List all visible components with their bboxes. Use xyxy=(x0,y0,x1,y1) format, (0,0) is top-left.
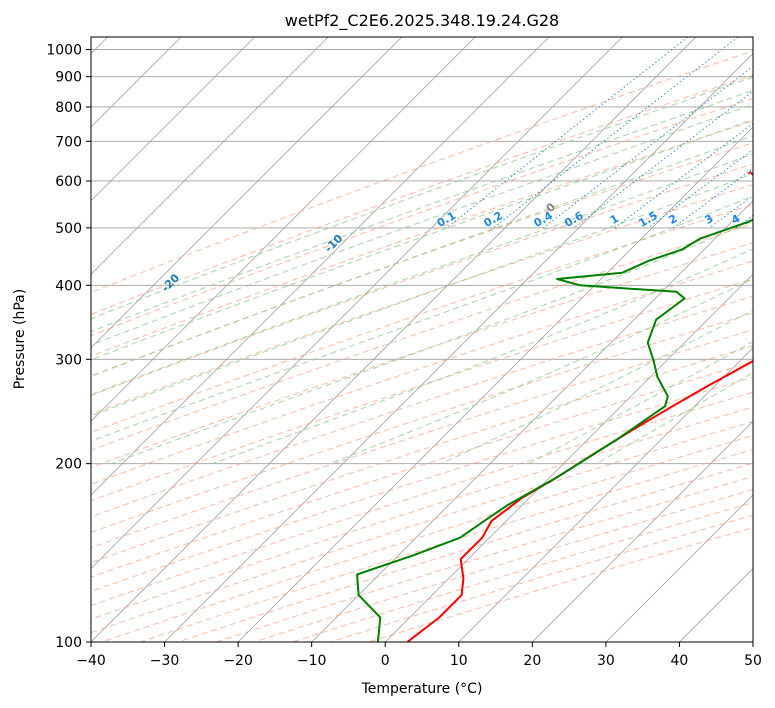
dry-adiabat-line xyxy=(91,163,753,396)
dry-adiabat-line xyxy=(91,97,753,337)
moist-adiabat-line xyxy=(91,118,753,361)
moist-adiabat-line xyxy=(91,103,753,346)
isotherm-line xyxy=(91,37,550,496)
mixing-ratio-line xyxy=(672,167,753,229)
dry-adiabat-line xyxy=(91,361,753,578)
series-lines xyxy=(356,218,753,642)
y-tick-label: 200 xyxy=(55,457,82,473)
plot-frame xyxy=(90,36,754,643)
y-tick-label: 900 xyxy=(55,70,82,86)
dry-adiabat-line xyxy=(91,329,753,549)
dry-adiabat-line xyxy=(91,223,753,451)
y-tick-label: 400 xyxy=(55,278,82,294)
x-tick-label: −10 xyxy=(297,653,327,669)
mixing-ratio-line xyxy=(573,90,753,229)
isotherm-line xyxy=(458,347,753,642)
isotherm-line xyxy=(384,273,753,642)
isotherm-line xyxy=(532,420,753,642)
isotherm-line xyxy=(91,37,403,349)
y-tick-label: 700 xyxy=(55,134,82,150)
moist-adiabat-line xyxy=(91,153,753,396)
dry-adiabat-line xyxy=(91,242,753,469)
x-tick-label: 10 xyxy=(450,653,468,669)
isotherm-line xyxy=(91,37,697,642)
dry-adiabat-line xyxy=(91,278,753,502)
temperature-profile-line xyxy=(406,359,753,642)
isotherm-line xyxy=(91,37,623,569)
x-tick-label: 50 xyxy=(744,653,762,669)
x-axis-label: Temperature (°C) xyxy=(361,681,483,697)
x-tick-label: −40 xyxy=(76,653,106,669)
moist-adiabat-line xyxy=(91,76,753,320)
isotherm-line xyxy=(164,53,753,642)
x-tick-label: −20 xyxy=(223,653,253,669)
dry-adiabat-line xyxy=(91,312,753,533)
isotherm-line xyxy=(311,200,753,642)
dry-adiabat-line xyxy=(91,120,753,357)
x-tick-label: 30 xyxy=(597,653,615,669)
dewpoint-profile-line xyxy=(356,218,753,642)
y-tick-label: 600 xyxy=(55,174,82,190)
moist-adiabat-line xyxy=(111,220,753,465)
y-axis-ticks: 1000 900 800 700 600 500 400 300 200 100 xyxy=(46,43,91,651)
isotherm-line xyxy=(91,37,255,202)
dry-adiabat-line xyxy=(91,183,753,415)
y-tick-label: 800 xyxy=(55,100,82,116)
dry-adiabat-line xyxy=(91,50,753,294)
mixing-ratio-line xyxy=(493,37,739,229)
chart-title: wetPf2_C2E6.2025.348.19.24.G28 xyxy=(285,11,559,31)
y-axis-label: Pressure (hPa) xyxy=(12,289,28,389)
moist-adiabat-label: 10 xyxy=(745,162,765,182)
moist-adiabat-line xyxy=(91,195,753,442)
x-axis-ticks: −40 −30 −20 −10 0 10 20 30 40 50 xyxy=(76,642,762,669)
isotherm-line xyxy=(91,37,476,422)
y-tick-label: 100 xyxy=(55,635,82,651)
moist-adiabat-line xyxy=(91,135,753,377)
mixing-ratio-line xyxy=(543,65,753,229)
isotherm-line xyxy=(91,37,329,275)
x-tick-label: 40 xyxy=(671,653,689,669)
background-lines xyxy=(91,37,753,642)
y-tick-label: 1000 xyxy=(46,43,82,59)
x-tick-label: −30 xyxy=(150,653,180,669)
dry-adiabat-line xyxy=(91,376,753,592)
dry-adiabat-line xyxy=(91,74,753,315)
y-tick-label: 500 xyxy=(55,221,82,237)
x-tick-label: 0 xyxy=(381,653,390,669)
x-tick-label: 20 xyxy=(523,653,541,669)
dry-adiabat-line xyxy=(91,142,753,377)
y-tick-label: 300 xyxy=(55,352,82,368)
